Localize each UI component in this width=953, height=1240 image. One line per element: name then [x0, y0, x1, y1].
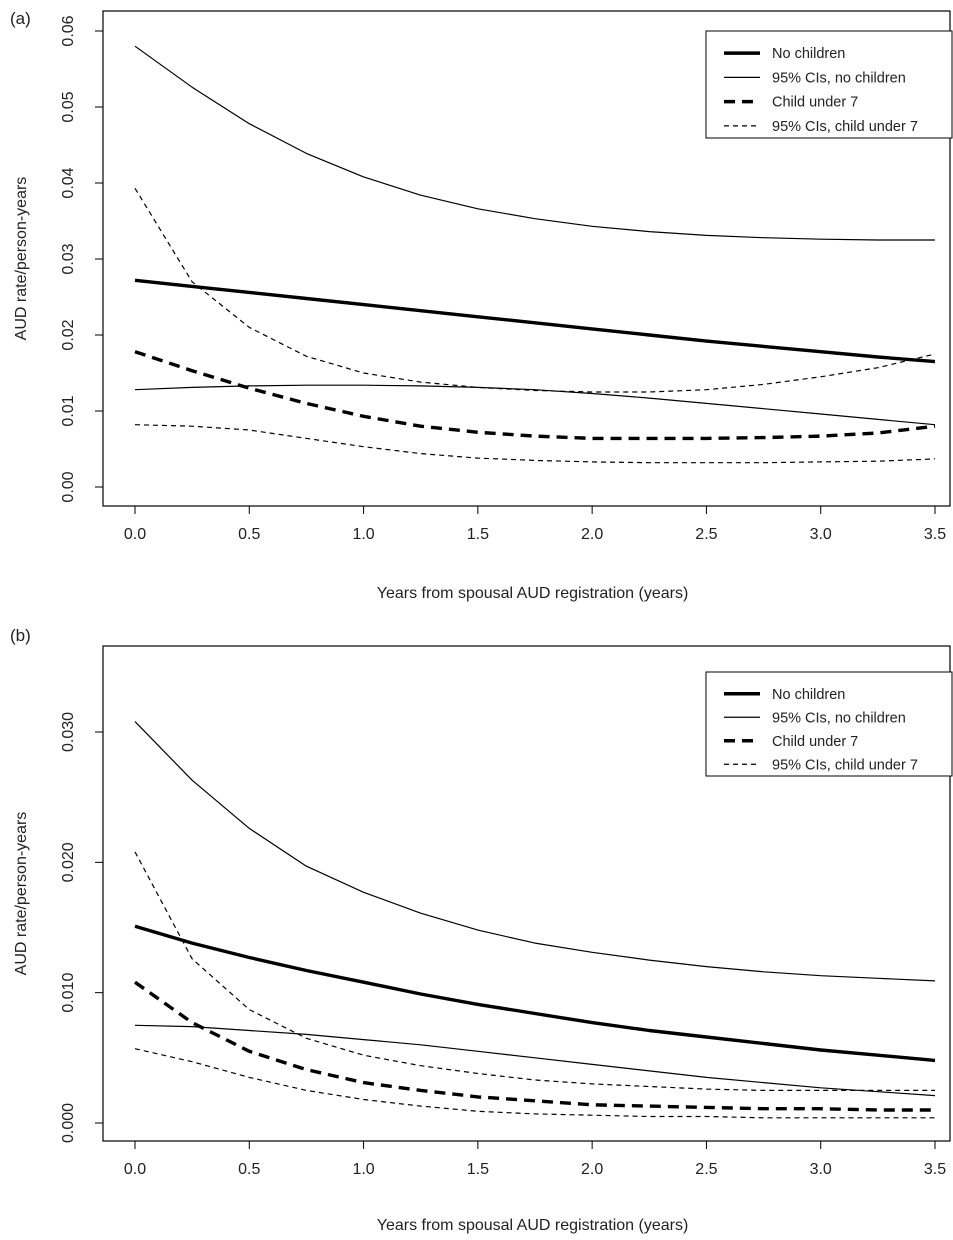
x-tick-label: 1.5 [467, 526, 489, 543]
legend-label: Child under 7 [772, 95, 858, 111]
legend-label: No children [772, 46, 845, 62]
x-axis-title: Years from spousal AUD registration (yea… [377, 585, 689, 602]
series-line-thin-dashed-4 [134, 851, 935, 1091]
series-line-thin-solid-1 [134, 721, 936, 982]
chart-panel-b: 0.0 0.5 1.0 1.5 2.0 2.5 3.0 3.5 0.000 0.010 0.020 0… [0, 620, 953, 1240]
x-axis-title: Years from spousal AUD registration (yea… [377, 1217, 689, 1234]
plot-frame [102, 645, 951, 1142]
panel-label: (b) [10, 626, 31, 645]
x-tick-label: 1.0 [352, 526, 374, 543]
legend-label: Child under 7 [772, 734, 858, 750]
y-tick-label: 0.01 [60, 395, 77, 426]
legend-label: 95% CIs, no children [772, 710, 906, 726]
y-tick-label: 0.010 [60, 973, 77, 1013]
series-line-thick-solid-0 [134, 278, 936, 364]
y-tick-label: 0.030 [60, 712, 77, 752]
series-line-thin-solid-1 [134, 45, 935, 241]
y-tick-label: 0.000 [60, 1103, 77, 1143]
x-tick-label: 0.5 [238, 1161, 260, 1178]
legend-box [705, 671, 953, 777]
x-tick-label: 2.5 [695, 1161, 717, 1178]
legend-box [705, 30, 953, 139]
line-chart-a: 0.0 0.5 1.0 1.5 2.0 2.5 3.0 3.5 0.00 0.01 0.02 0.03… [10, 9, 953, 602]
x-tick-label: 0.0 [124, 1161, 146, 1178]
x-tick-label: 2.0 [581, 526, 603, 543]
x-tick-label: 2.5 [695, 526, 717, 543]
series-line-thick-dashed-3 [134, 980, 935, 1112]
legend: No children 95% CIs, no children Child und… [705, 30, 953, 139]
series-line-thick-solid-0 [134, 924, 936, 1063]
x-tick-label: 3.0 [810, 526, 832, 543]
x-tick-label: 2.0 [581, 1161, 603, 1178]
legend: No children 95% CIs, no children Child und… [705, 671, 953, 777]
x-tick-label: 3.5 [924, 1161, 946, 1178]
legend-label: No children [772, 687, 845, 703]
x-tick-label: 1.0 [352, 1161, 374, 1178]
y-tick-label: 0.03 [60, 243, 77, 274]
legend-label: 95% CIs, no children [772, 70, 906, 86]
y-tick-label: 0.02 [60, 319, 77, 350]
series-line-thin-dashed-5 [134, 424, 936, 464]
panel-label: (a) [10, 9, 31, 28]
series-line-thin-solid-2 [134, 384, 936, 426]
legend-label: 95% CIs, child under 7 [772, 757, 918, 773]
y-tick-label: 0.06 [60, 15, 77, 46]
x-tick-label: 1.5 [467, 1161, 489, 1178]
legend-label: 95% CIs, child under 7 [772, 119, 918, 135]
y-tick-label: 0.020 [60, 842, 77, 882]
x-tick-label: 3.0 [810, 1161, 832, 1178]
line-chart-b: 0.0 0.5 1.0 1.5 2.0 2.5 3.0 3.5 0.000 0.010 0.020 0… [10, 626, 953, 1234]
chart-panel-a: 0.0 0.5 1.0 1.5 2.0 2.5 3.0 3.5 0.00 0.01 0.02 0.03… [10, 9, 953, 602]
x-tick-label: 0.5 [238, 526, 260, 543]
series-line-thin-dashed-4 [134, 187, 936, 393]
y-tick-label: 0.00 [60, 471, 77, 502]
series-line-thin-dashed-5 [134, 1048, 935, 1119]
series-line-thin-solid-2 [134, 1024, 936, 1097]
x-tick-label: 3.5 [924, 526, 946, 543]
y-tick-label: 0.04 [60, 167, 77, 198]
y-tick-label: 0.05 [60, 91, 77, 122]
series-line-thick-dashed-3 [134, 350, 936, 441]
x-tick-label: 0.0 [124, 526, 146, 543]
y-axis-title: AUD rate/person-years [13, 812, 30, 976]
y-axis-title: AUD rate/person-years [13, 177, 30, 341]
